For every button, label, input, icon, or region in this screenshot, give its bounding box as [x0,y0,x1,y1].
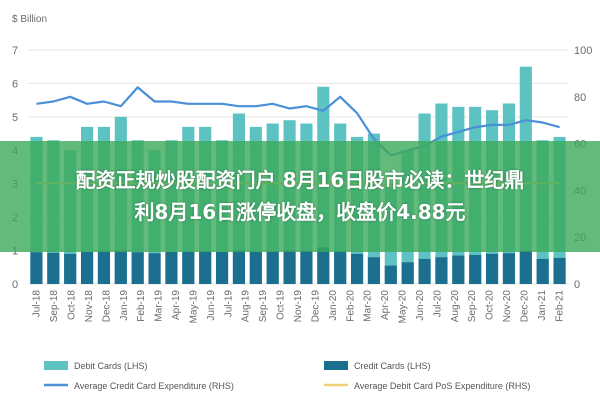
credit-bar [131,252,144,284]
x-tick-label: Dec-20 [519,290,530,323]
x-tick-label: Sep-20 [467,290,478,323]
credit-bar [553,257,566,284]
legend-label: Average Credit Card Expenditure (RHS) [74,381,234,391]
credit-bar [165,251,178,284]
credit-bar [47,252,60,284]
left-tick-label: 7 [12,45,18,57]
x-tick-label: Sep-19 [258,290,269,323]
overlay-line-1: 配资正规炒股配资门户 8月16日股市必读：世纪鼎 [75,168,525,192]
credit-bar [317,247,330,284]
right-tick-label: 80 [574,92,586,104]
x-tick-label: Jan-19 [119,290,130,321]
unit-label: $ Billion [12,14,47,25]
x-tick-label: Jul-18 [32,290,43,318]
x-tick-label: Jan-21 [537,290,548,321]
credit-bar [249,251,262,284]
x-tick-label: Oct-19 [276,290,287,320]
legend-label: Credit Cards (LHS) [354,361,431,371]
right-tick-label: 100 [574,45,592,57]
legend-label: Debit Cards (LHS) [74,361,148,371]
left-tick-label: 0 [12,279,18,291]
x-tick-label: Jul-20 [432,290,443,318]
x-tick-label: Sep-18 [49,290,60,323]
x-tick-label: Oct-20 [485,290,496,320]
right-tick-label: 0 [574,279,580,291]
credit-bar [300,250,313,284]
x-tick-label: May-19 [188,290,199,324]
legend-swatch [44,361,68,370]
credit-bar [519,250,532,284]
overlay-banner [0,141,600,252]
x-tick-label: Apr-20 [380,290,391,320]
x-tick-label: Jul-19 [223,290,234,318]
x-axis-ticks: Jul-18 Sep-18 Oct-18 Nov-18 Dec-18 Jan-19 Feb-… [32,290,566,324]
credit-bar [182,251,195,284]
x-tick-label: Nov-19 [293,290,304,323]
x-tick-label: Feb-19 [136,290,147,322]
credit-bar [367,257,381,284]
x-tick-label: Dec-19 [310,290,321,323]
x-tick-label: Jun-20 [415,290,426,321]
x-tick-label: Nov-18 [84,290,95,323]
credit-bar [350,253,364,284]
x-tick-label: Nov-20 [502,290,513,323]
credit-bar [452,255,465,284]
x-tick-label: Feb-20 [345,290,356,322]
credit-bar [502,253,516,284]
overlay-line-2: 利8月16日涨停收盘，收盘价4.88元 [134,200,466,224]
credit-bar [148,253,161,284]
credit-bar [64,253,77,284]
overlay-text: 配资正规炒股配资门户 8月16日股市必读：世纪鼎 利8月16日涨停收盘，收盘价4… [0,164,600,228]
x-tick-label: Mar-19 [154,290,165,322]
legend-label: Average Debit Card PoS Expenditure (RHS) [354,381,530,391]
credit-bar [30,252,43,284]
credit-bar [536,258,549,284]
x-tick-label: Mar-20 [363,290,374,322]
left-tick-label: 5 [12,112,18,124]
credit-bar [199,251,212,284]
credit-bar [215,251,229,284]
x-tick-label: Jan-20 [328,290,339,321]
credit-bar [97,251,111,284]
left-tick-label: 6 [12,78,18,90]
credit-bar [266,251,279,284]
credit-bar [435,257,448,284]
credit-bar [469,254,482,284]
x-tick-label: Oct-18 [67,290,78,320]
x-tick-label: May-20 [398,290,409,324]
x-tick-label: Aug-19 [241,290,252,323]
x-tick-label: Feb-21 [554,290,565,322]
x-tick-label: Apr-19 [171,290,182,320]
credit-bar [283,250,296,284]
credit-bar [114,250,127,284]
legend-swatch [324,361,348,370]
credit-bar [401,262,414,284]
legend: Debit Cards (LHS) Credit Cards (LHS) Avera… [44,361,530,391]
credit-bar [418,258,431,284]
credit-bar [334,251,347,284]
credit-bar [384,265,397,284]
credit-expenditure-line [36,86,560,157]
credit-bar [232,250,246,284]
credit-bar [485,253,499,284]
x-tick-label: Jun-19 [206,290,217,321]
x-tick-label: Aug-20 [450,290,461,323]
x-tick-label: Dec-18 [101,290,112,323]
credit-bar [80,251,94,284]
